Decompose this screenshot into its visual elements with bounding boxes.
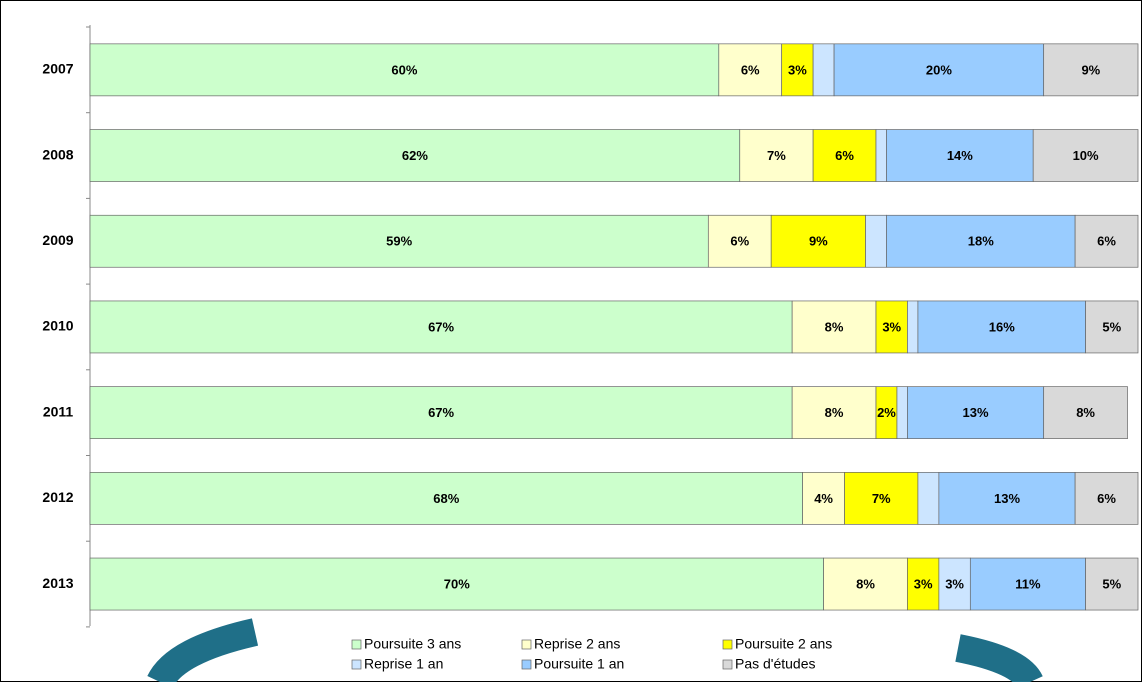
data-label: 6% — [1097, 234, 1116, 249]
data-label: 13% — [994, 491, 1020, 506]
bar-segment — [907, 300, 919, 354]
legend-swatch — [722, 659, 733, 670]
bar-segment — [1085, 557, 1139, 611]
data-label: 16% — [989, 319, 1015, 334]
category-label: 2010 — [42, 318, 73, 334]
bar-segment — [89, 300, 793, 354]
decor-arc-left — [147, 618, 259, 682]
legend-swatch — [722, 639, 733, 650]
data-label: 10% — [1073, 148, 1099, 163]
data-label: 68% — [433, 491, 459, 506]
data-label: 8% — [1076, 405, 1095, 420]
category-label: 2011 — [43, 403, 74, 419]
data-label: 20% — [926, 62, 952, 77]
bar-segment — [1085, 300, 1139, 354]
data-label: 9% — [809, 234, 828, 249]
bar-segment — [1032, 129, 1139, 182]
category-label: 2007 — [42, 61, 73, 77]
data-label: 3% — [882, 319, 901, 334]
data-label: 3% — [788, 62, 807, 77]
bar-segment — [833, 43, 1045, 97]
category-label: 2008 — [42, 146, 73, 162]
data-label: 14% — [947, 148, 973, 163]
bar-segment — [781, 43, 814, 97]
bar-segment — [812, 43, 835, 97]
legend-label: Reprise 1 an — [364, 656, 443, 672]
data-label: 8% — [825, 405, 844, 420]
data-label: 8% — [856, 576, 875, 591]
bar-segment — [89, 214, 709, 268]
data-label: 9% — [1081, 62, 1100, 77]
bar-segment — [886, 129, 1034, 182]
data-label: 67% — [428, 405, 454, 420]
data-label: 18% — [968, 234, 994, 249]
bar-segment — [89, 557, 824, 611]
legend-swatch — [351, 639, 362, 650]
data-label: 60% — [391, 62, 417, 77]
category-label: 2009 — [42, 232, 73, 248]
legend-swatch — [521, 659, 532, 670]
bar-segment — [969, 557, 1086, 611]
category-label: 2012 — [42, 489, 73, 505]
legend-swatch — [351, 659, 362, 670]
bar-segment — [907, 386, 1045, 439]
data-label: 6% — [1097, 491, 1116, 506]
bar-segment — [812, 129, 877, 182]
bar-segment — [865, 214, 887, 268]
data-label: 67% — [428, 319, 454, 334]
legend-label: Poursuite 3 ans — [364, 636, 461, 652]
bar-segment — [89, 472, 803, 525]
category-label: 2013 — [42, 575, 73, 591]
decor-arc-right — [955, 634, 1043, 682]
bar-segment — [875, 129, 887, 182]
legend-swatch — [521, 639, 532, 650]
bar-segment — [1043, 43, 1139, 97]
legend-label: Poursuite 2 ans — [735, 636, 832, 652]
data-label: 59% — [386, 234, 412, 249]
bar-segment — [938, 472, 1076, 525]
bar-segment — [875, 300, 908, 354]
bar-segment — [89, 43, 720, 97]
data-label: 3% — [914, 576, 933, 591]
bar-segment — [770, 214, 866, 268]
data-label: 8% — [825, 319, 844, 334]
data-label: 5% — [1102, 576, 1121, 591]
bar-segment — [791, 300, 877, 354]
data-label: 6% — [741, 62, 760, 77]
data-label: 13% — [963, 405, 989, 420]
bar-segment — [917, 300, 1086, 354]
bar-segment — [1043, 386, 1128, 439]
bar-segment — [938, 557, 971, 611]
data-label: 7% — [767, 148, 786, 163]
data-label: 6% — [730, 234, 749, 249]
data-label: 6% — [835, 148, 854, 163]
bar-segment — [89, 386, 793, 439]
data-label: 70% — [444, 576, 470, 591]
bar-segment — [802, 472, 845, 525]
data-label: 11% — [1015, 576, 1041, 591]
data-label: 2% — [877, 405, 896, 420]
legend-label: Pas d'études — [735, 656, 816, 672]
bar-segment — [823, 557, 908, 611]
bar-segment — [1074, 472, 1139, 525]
data-label: 62% — [402, 148, 428, 163]
bar-segment — [89, 129, 741, 182]
data-label: 7% — [872, 491, 891, 506]
data-label: 4% — [814, 491, 833, 506]
bar-segment — [707, 214, 772, 268]
bar-segment — [791, 386, 877, 439]
bar-segment — [917, 472, 940, 525]
legend-label: Poursuite 1 an — [534, 656, 624, 672]
data-label: 5% — [1102, 319, 1121, 334]
data-label: 3% — [945, 576, 964, 591]
bar-segment — [718, 43, 783, 97]
bar-segment — [1074, 214, 1139, 268]
legend-label: Reprise 2 ans — [534, 636, 620, 652]
bar-segment — [907, 557, 940, 611]
bar-segment — [896, 386, 908, 439]
